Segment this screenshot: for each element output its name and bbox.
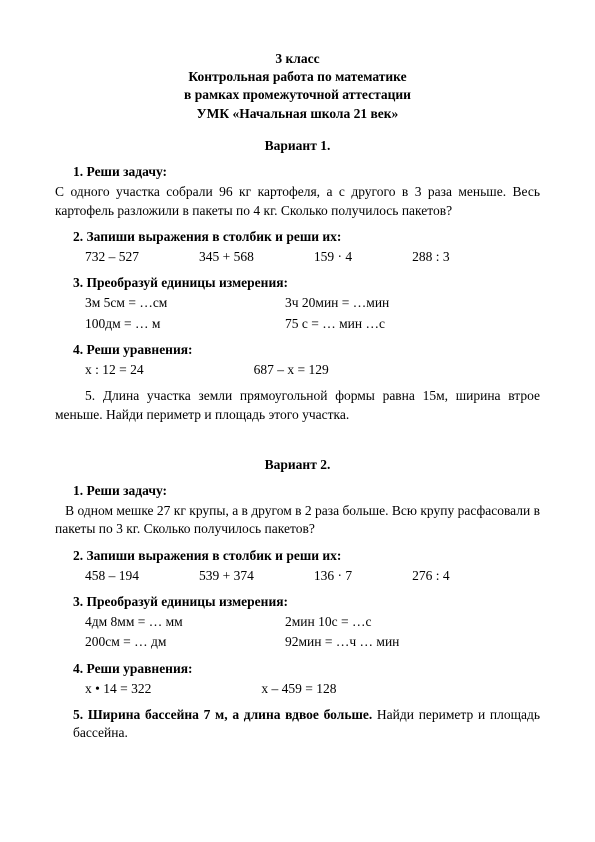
document-header: 3 класс Контрольная работа по математике… [55,50,540,123]
v2-task2-expressions: 458 – 194 539 + 374 136 · 7 276 : 4 [85,567,540,585]
v2-task2-heading: 2. Запиши выражения в столбик и реши их: [73,547,540,565]
v2-task3-row1: 4дм 8мм = … мм 2мин 10с = …с [85,613,540,631]
v1-task3-heading: 3. Преобразуй единицы измерения: [73,274,540,292]
v1-task3-row1: 3м 5см = …см 3ч 20мин = …мин [85,294,540,312]
header-grade: 3 класс [55,50,540,68]
v2-task3-r1-right: 2мин 10с = …с [285,613,540,631]
v2-task4-heading: 4. Реши уравнения: [73,660,540,678]
v2-task2-expr2: 539 + 374 [199,567,254,585]
header-subtitle: в рамках промежуточной аттестации [55,86,540,104]
v1-task2-expr3: 159 · 4 [314,248,352,266]
v2-task3-row2: 200см = … дм 92мин = …ч … мин [85,633,540,651]
v2-task2-expr3: 136 · 7 [314,567,352,585]
v1-task2-expr2: 345 + 568 [199,248,254,266]
v1-task3-r2-left: 100дм = … м [85,315,285,333]
v1-task5-text: 5. Длина участка земли прямоугольной фор… [55,387,540,423]
v1-task3-r1-left: 3м 5см = …см [85,294,285,312]
v2-task3-r1-left: 4дм 8мм = … мм [85,613,285,631]
v2-task3-heading: 3. Преобразуй единицы измерения: [73,593,540,611]
v1-task5-content: 5. Длина участка земли прямоугольной фор… [55,388,540,421]
v2-task1-content: В одном мешке 27 кг крупы, а в другом в … [55,503,540,536]
v1-task2-expr1: 732 – 527 [85,248,139,266]
variant1-title: Вариант 1. [55,137,540,155]
v2-task4-eq2: х – 459 = 128 [261,680,336,698]
v2-task1-text: В одном мешке 27 кг крупы, а в другом в … [55,502,540,538]
v1-task4-heading: 4. Реши уравнения: [73,341,540,359]
v2-task4-eq1: х • 14 = 322 [85,680,151,698]
v1-task3-r1-right: 3ч 20мин = …мин [285,294,540,312]
v2-task3-r2-right: 92мин = …ч … мин [285,633,540,651]
v2-task5-bold: 5. Ширина бассейна 7 м, а длина вдвое бо… [73,707,372,722]
v2-task3-r2-left: 200см = … дм [85,633,285,651]
v1-task4-equations: х : 12 = 24 687 – х = 129 [85,361,540,379]
variant2-title: Вариант 2. [55,456,540,474]
v2-task2-expr4: 276 : 4 [412,567,450,585]
v1-task2-expr4: 288 : 3 [412,248,450,266]
v1-task4-eq1: х : 12 = 24 [85,361,144,379]
v1-task2-heading: 2. Запиши выражения в столбик и реши их: [73,228,540,246]
v2-task5-text: 5. Ширина бассейна 7 м, а длина вдвое бо… [73,706,540,742]
v1-task3-row2: 100дм = … м 75 с = … мин …с [85,315,540,333]
v2-task1-heading: 1. Реши задачу: [73,482,540,500]
v1-task1-heading: 1. Реши задачу: [73,163,540,181]
header-title: Контрольная работа по математике [55,68,540,86]
v1-task3-r2-right: 75 с = … мин …с [285,315,540,333]
v1-task1-text: С одного участка собрали 96 кг картофеля… [55,183,540,219]
v2-task2-expr1: 458 – 194 [85,567,139,585]
v1-task2-expressions: 732 – 527 345 + 568 159 · 4 288 : 3 [85,248,540,266]
header-program: УМК «Начальная школа 21 век» [55,105,540,123]
v1-task4-eq2: 687 – х = 129 [254,361,329,379]
v2-task4-equations: х • 14 = 322 х – 459 = 128 [85,680,540,698]
